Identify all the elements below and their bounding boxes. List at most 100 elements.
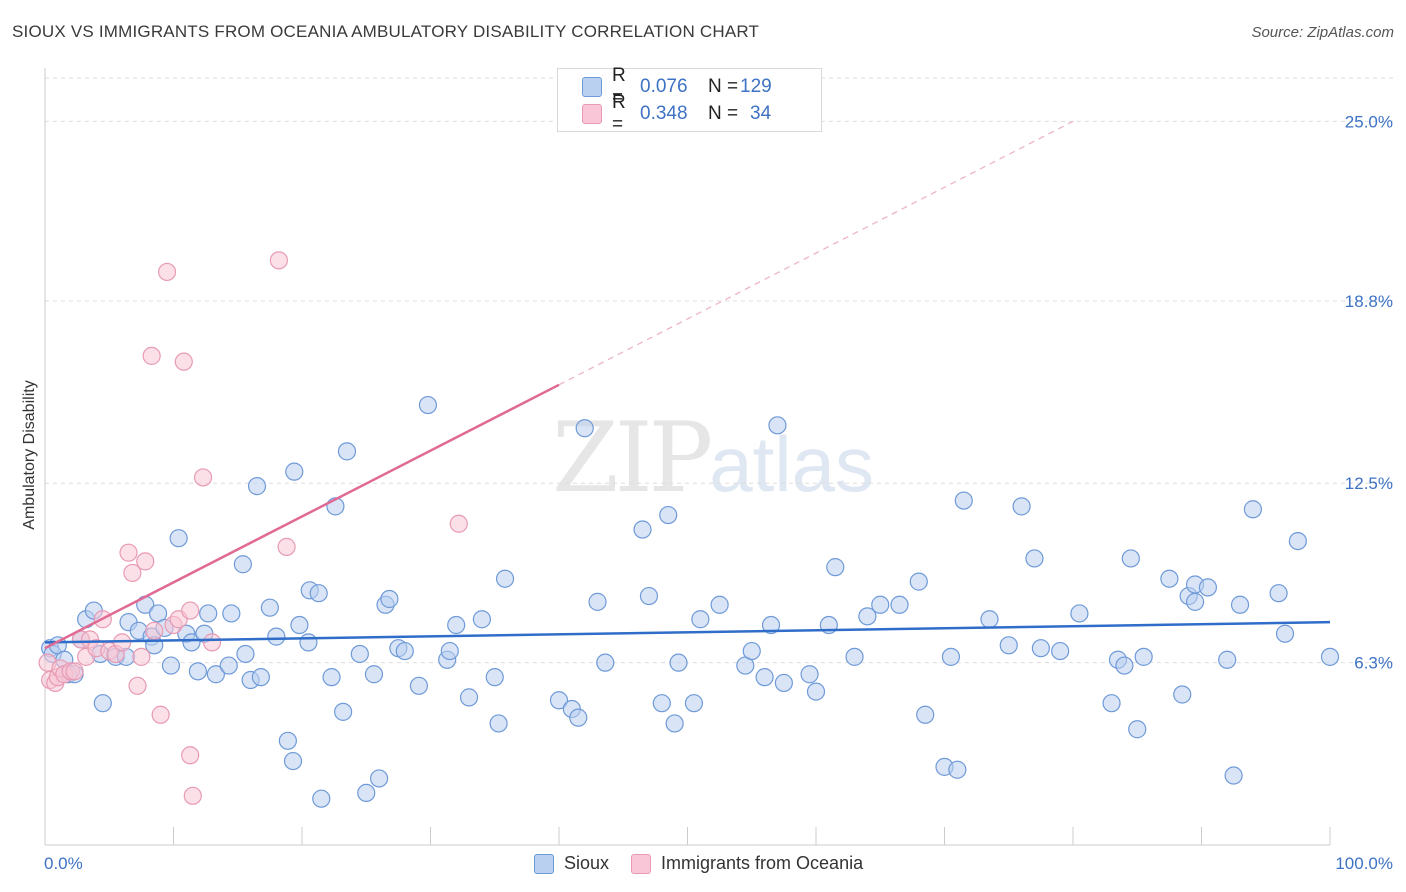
legend-swatch-oceania	[582, 104, 602, 124]
sioux-point	[858, 607, 877, 626]
sioux-point	[334, 702, 353, 721]
sioux-point	[1025, 549, 1044, 568]
legend-swatch-sioux	[582, 77, 602, 97]
sioux-point	[909, 572, 928, 591]
oceania-point	[119, 543, 138, 562]
sioux-point	[409, 676, 429, 695]
sioux-point	[1115, 656, 1134, 675]
oceania-point	[136, 552, 155, 571]
tick-labels: 6.3% 12.5% 18.8% 25.0% 0.0% 100.0%	[44, 112, 1393, 873]
watermark-atlas: atlas	[709, 420, 874, 508]
oceania-point	[193, 468, 213, 487]
sioux-point	[549, 691, 569, 710]
sioux-point	[380, 589, 399, 609]
sioux-point	[182, 633, 201, 652]
sioux-point	[871, 595, 890, 614]
sioux-point	[916, 705, 935, 724]
sioux-trend-line	[44, 620, 1331, 644]
oceania-point	[269, 251, 288, 270]
sioux-point	[652, 694, 671, 713]
sioux-point	[236, 644, 255, 664]
oceania-point	[142, 346, 161, 365]
legend-n-label: N =	[708, 76, 739, 97]
sioux-point	[1121, 549, 1140, 568]
sioux-point	[755, 668, 774, 687]
sioux-point	[312, 789, 331, 808]
sioux-point	[1012, 497, 1031, 516]
grid-lines	[45, 77, 1393, 664]
sioux-point	[1224, 766, 1243, 785]
sioux-point	[1198, 578, 1218, 597]
y-tick-label: 12.5%	[1345, 474, 1393, 493]
legend-r-label: R =	[612, 92, 626, 135]
legend-r-value: 0.076	[640, 76, 688, 97]
sioux-point	[954, 491, 973, 510]
sioux-point	[395, 641, 414, 661]
sioux-point	[999, 636, 1018, 655]
oceania-point	[132, 647, 151, 666]
sioux-point	[364, 665, 384, 684]
sioux-point	[1051, 641, 1070, 661]
sioux-point	[710, 595, 729, 614]
y-tick-label: 18.8%	[1345, 292, 1393, 311]
sioux-point	[299, 633, 318, 652]
sioux-point	[169, 529, 188, 548]
y-axis-title: Ambulatory Disability	[21, 380, 38, 529]
bottom-legend: Sioux Immigrants from Oceania	[534, 853, 885, 874]
sioux-point	[691, 610, 710, 629]
sioux-point	[1173, 685, 1192, 704]
legend-r-label: R =	[612, 65, 626, 108]
sioux-point	[948, 760, 967, 779]
y-tick-label: 25.0%	[1345, 112, 1393, 131]
oceania-point	[145, 621, 164, 640]
sioux-point	[260, 598, 279, 617]
bottom-legend-swatch-sioux	[534, 853, 554, 874]
axes	[44, 68, 1331, 846]
sioux-point	[485, 668, 504, 687]
sioux-point	[1160, 569, 1179, 588]
sioux-point	[1185, 592, 1205, 611]
bottom-legend-sioux: Sioux	[534, 853, 609, 874]
sioux-point	[1218, 650, 1237, 669]
sioux-point	[247, 477, 267, 496]
legend-n-label: N =	[708, 103, 739, 124]
oceania-point	[449, 514, 468, 533]
sioux-points	[41, 395, 1340, 808]
sioux-point	[447, 615, 466, 635]
sioux-point	[768, 416, 787, 435]
sioux-point	[93, 694, 112, 713]
oceania-trend-line	[44, 383, 560, 650]
sioux-point	[285, 462, 304, 481]
sioux-point	[233, 555, 252, 574]
sioux-point	[495, 569, 515, 588]
bottom-legend-swatch-oceania	[631, 853, 652, 874]
sioux-point	[309, 584, 328, 603]
sioux-point	[206, 665, 226, 684]
watermark: ZIPatlas	[552, 402, 874, 514]
bottom-legend-label-oceania: Immigrants from Oceania	[661, 853, 864, 873]
sioux-point	[1128, 720, 1147, 739]
sioux-point	[806, 682, 826, 701]
sioux-point	[684, 694, 704, 713]
sioux-point	[659, 505, 678, 525]
sioux-point	[489, 714, 508, 733]
sioux-point	[357, 783, 376, 803]
oceania-trend-extension	[558, 120, 1074, 386]
sioux-point	[350, 644, 369, 664]
sioux-point	[980, 610, 999, 629]
oceania-point	[65, 662, 84, 681]
oceania-points	[38, 251, 468, 805]
sioux-point	[633, 520, 652, 539]
oceania-point	[202, 633, 222, 652]
sioux-point	[267, 627, 286, 646]
sioux-point	[1288, 531, 1307, 551]
sioux-point	[1102, 694, 1121, 713]
sioux-point	[278, 731, 297, 750]
sioux-point	[588, 592, 607, 611]
bottom-legend-oceania: Immigrants from Oceania	[631, 853, 863, 874]
sioux-point	[569, 708, 588, 727]
sioux-point	[188, 662, 208, 681]
chart-title: SIOUX VS IMMIGRANTS FROM OCEANIA AMBULAT…	[12, 22, 760, 41]
watermark-zip: ZIP	[552, 402, 713, 514]
